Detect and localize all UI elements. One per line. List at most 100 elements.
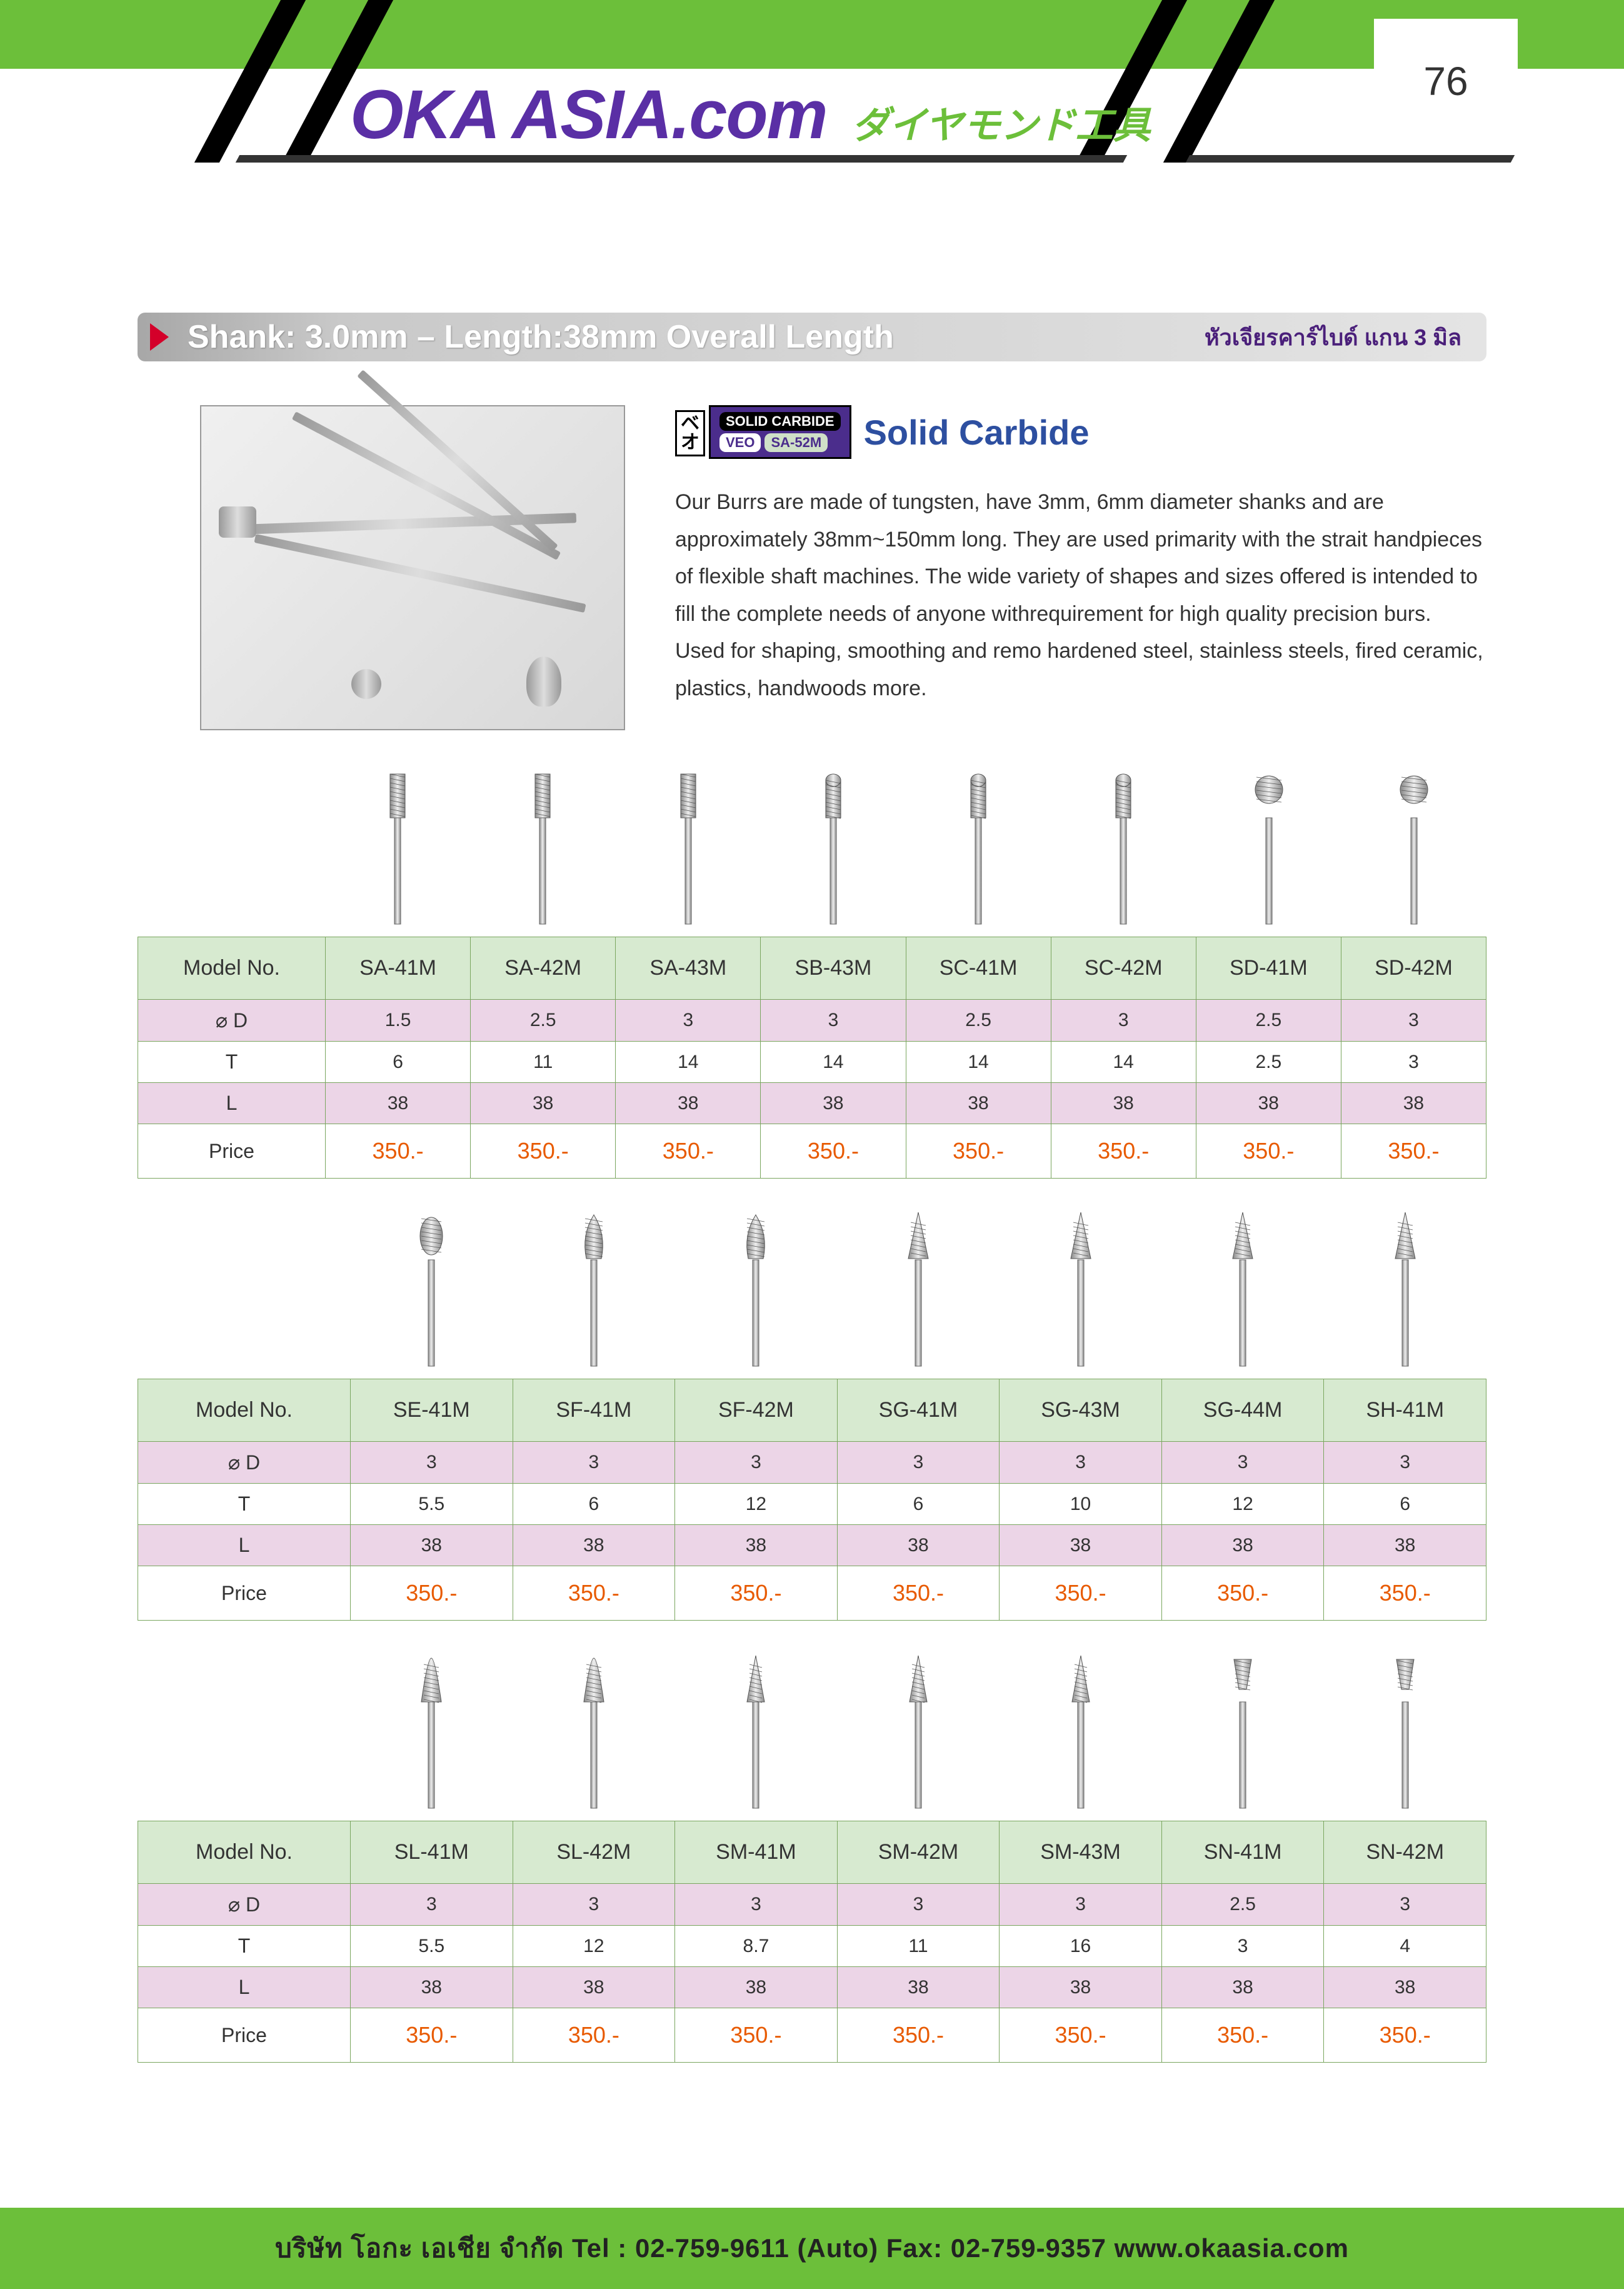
row-label: Price bbox=[138, 2008, 351, 2063]
cell: SF-42M bbox=[675, 1379, 838, 1442]
cell: 3 bbox=[351, 1884, 513, 1926]
cell: 3 bbox=[761, 1000, 906, 1042]
cell: 38 bbox=[326, 1083, 471, 1124]
cell: SC-42M bbox=[1051, 937, 1196, 1000]
cell: 1.5 bbox=[326, 1000, 471, 1042]
burr-icon bbox=[1162, 1197, 1325, 1372]
cell: SD-42M bbox=[1341, 937, 1486, 1000]
cell: 3 bbox=[1000, 1884, 1162, 1926]
table-row: Price350.-350.-350.-350.-350.-350.-350.- bbox=[138, 2008, 1486, 2063]
burr-icon bbox=[1196, 755, 1341, 930]
burr-icon bbox=[325, 755, 470, 930]
table-row: D3333333 bbox=[138, 1442, 1486, 1484]
table-row: Price350.-350.-350.-350.-350.-350.-350.- bbox=[138, 1566, 1486, 1621]
row-label: Model No. bbox=[138, 1379, 351, 1442]
cell: 38 bbox=[906, 1083, 1051, 1124]
cell: SC-41M bbox=[906, 937, 1051, 1000]
row-label: L bbox=[138, 1083, 326, 1124]
cell: 14 bbox=[1051, 1042, 1196, 1083]
cell: 350.- bbox=[1161, 1566, 1324, 1621]
badge-tag-left: VEO bbox=[719, 433, 761, 452]
table-row: T5.5612610126 bbox=[138, 1484, 1486, 1525]
row-label: T bbox=[138, 1042, 326, 1083]
tables-host: Model No.SA-41MSA-42MSA-43MSB-43MSC-41MS… bbox=[0, 755, 1624, 2063]
cell: 350.- bbox=[471, 1124, 616, 1179]
cell: 2.5 bbox=[906, 1000, 1051, 1042]
burr-icon bbox=[1341, 755, 1486, 930]
table-row: D1.52.5332.532.53 bbox=[138, 1000, 1486, 1042]
cell: SG-44M bbox=[1161, 1379, 1324, 1442]
cell: 3 bbox=[1324, 1442, 1486, 1484]
cell: SA-42M bbox=[471, 937, 616, 1000]
cell: 38 bbox=[1341, 1083, 1486, 1124]
cell: 3 bbox=[1051, 1000, 1196, 1042]
burr-illustration-row bbox=[138, 1639, 1486, 1814]
spec-table-block: Model No.SL-41MSL-42MSM-41MSM-42MSM-43MS… bbox=[138, 1639, 1486, 2063]
cell: 3 bbox=[837, 1442, 1000, 1484]
cell: 3 bbox=[1161, 1926, 1324, 1967]
cell: 4 bbox=[1324, 1926, 1486, 1967]
cell: 38 bbox=[1161, 1525, 1324, 1566]
section-title: Shank: 3.0mm – Length:38mm Overall Lengt… bbox=[188, 318, 1205, 356]
cell: 3 bbox=[616, 1000, 761, 1042]
cell: 8.7 bbox=[675, 1926, 838, 1967]
spec-table: Model No.SA-41MSA-42MSA-43MSB-43MSC-41MS… bbox=[138, 937, 1486, 1179]
page-footer: บริษัท โอกะ เอเชีย จำกัด Tel : 02-759-96… bbox=[0, 2208, 1624, 2289]
cell: SB-43M bbox=[761, 937, 906, 1000]
burr-icon bbox=[513, 1639, 675, 1814]
cell: SE-41M bbox=[351, 1379, 513, 1442]
table-row: D333332.53 bbox=[138, 1884, 1486, 1926]
cell: SG-41M bbox=[837, 1379, 1000, 1442]
row-label: Price bbox=[138, 1566, 351, 1621]
cell: 38 bbox=[351, 1967, 513, 2008]
table-row: L38383838383838 bbox=[138, 1525, 1486, 1566]
burr-icon bbox=[674, 1639, 837, 1814]
cell: 350.- bbox=[1196, 1124, 1341, 1179]
cell: 38 bbox=[1000, 1525, 1162, 1566]
table-row: Model No.SE-41MSF-41MSF-42MSG-41MSG-43MS… bbox=[138, 1379, 1486, 1442]
burr-icon bbox=[350, 1197, 513, 1372]
page-number-box: 76 bbox=[1374, 19, 1518, 144]
cell: 2.5 bbox=[1196, 1000, 1341, 1042]
burr-icon bbox=[513, 1197, 675, 1372]
cell: 6 bbox=[837, 1484, 1000, 1525]
product-photo bbox=[200, 405, 625, 730]
cell: 350.- bbox=[616, 1124, 761, 1179]
section-title-bar: Shank: 3.0mm – Length:38mm Overall Lengt… bbox=[138, 313, 1486, 361]
spec-table-block: Model No.SE-41MSF-41MSF-42MSG-41MSG-43MS… bbox=[138, 1197, 1486, 1621]
row-label: L bbox=[138, 1967, 351, 2008]
table-row: Price350.-350.-350.-350.-350.-350.-350.-… bbox=[138, 1124, 1486, 1179]
cell: 3 bbox=[837, 1884, 1000, 1926]
cell: 350.- bbox=[1051, 1124, 1196, 1179]
cell: 38 bbox=[1196, 1083, 1341, 1124]
intro-paragraph: Our Burrs are made of tungsten, have 3mm… bbox=[675, 484, 1486, 707]
cell: 350.- bbox=[326, 1124, 471, 1179]
cell: 38 bbox=[1000, 1967, 1162, 2008]
catalog-page: OKA ASIA.com ダイヤモンド工具 76 Shank: 3.0mm – … bbox=[0, 0, 1624, 2289]
burr-icon bbox=[674, 1197, 837, 1372]
section-title-thai: หัวเจียรคาร์ไบด์ แกน 3 มิล bbox=[1205, 319, 1461, 355]
cell: 14 bbox=[616, 1042, 761, 1083]
cell: SN-41M bbox=[1161, 1821, 1324, 1884]
row-label: L bbox=[138, 1525, 351, 1566]
badge-row: ベオ SOLID CARBIDE VEO SA-52M Solid Carbid… bbox=[675, 405, 1486, 459]
row-label: Price bbox=[138, 1124, 326, 1179]
cell: 38 bbox=[675, 1967, 838, 2008]
cell: 3 bbox=[351, 1442, 513, 1484]
page-header: OKA ASIA.com ダイヤモンド工具 76 bbox=[0, 0, 1624, 188]
cell: SD-41M bbox=[1196, 937, 1341, 1000]
cell: 38 bbox=[513, 1525, 675, 1566]
footer-text: บริษัท โอกะ เอเชีย จำกัด Tel : 02-759-96… bbox=[275, 2228, 1349, 2269]
cell: SM-42M bbox=[837, 1821, 1000, 1884]
solid-carbide-badge: SOLID CARBIDE VEO SA-52M bbox=[709, 405, 851, 459]
cell: 3 bbox=[513, 1442, 675, 1484]
row-label: T bbox=[138, 1926, 351, 1967]
burr-illustration-row bbox=[138, 755, 1486, 930]
spec-table: Model No.SE-41MSF-41MSF-42MSG-41MSG-43MS… bbox=[138, 1379, 1486, 1621]
cell: SL-41M bbox=[351, 1821, 513, 1884]
spec-table: Model No.SL-41MSL-42MSM-41MSM-42MSM-43MS… bbox=[138, 1821, 1486, 2063]
cell: 2.5 bbox=[1196, 1042, 1341, 1083]
burr-icon bbox=[837, 1639, 1000, 1814]
cell: 350.- bbox=[1000, 2008, 1162, 2063]
cell: 350.- bbox=[675, 2008, 838, 2063]
